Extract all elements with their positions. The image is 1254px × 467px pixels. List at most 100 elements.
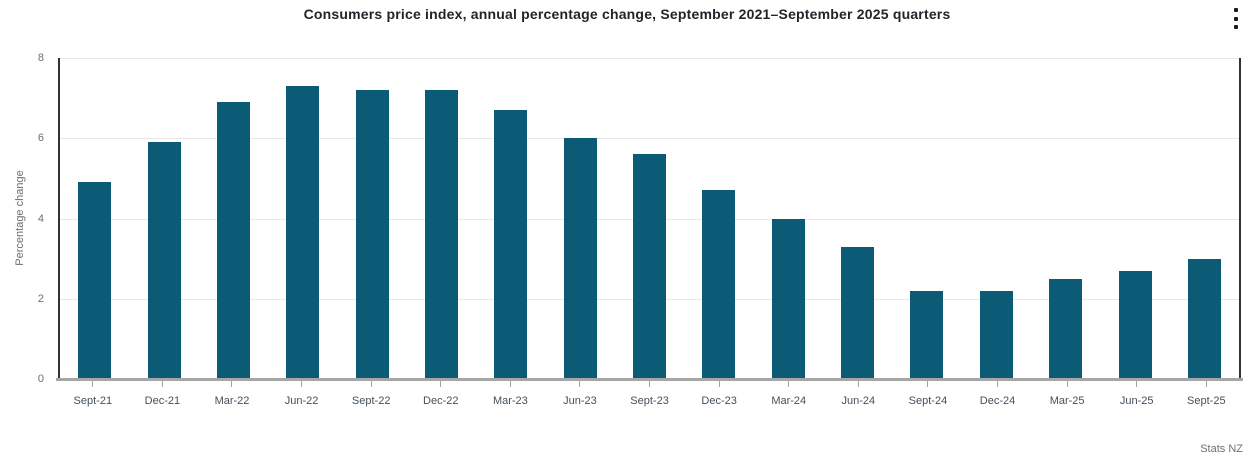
y-tick-label-6: 6 [37,132,44,145]
x-cell-Sept-23: Sept-23 [615,381,685,407]
x-tick-label-Sept-23: Sept-23 [630,395,669,407]
x-tick-mark [927,381,929,387]
y-tick-label-2: 2 [37,292,44,305]
bar-cell-Mar-22 [199,58,268,379]
x-cell-Dec-24: Dec-24 [963,381,1033,407]
bar-cell-Sept-22 [337,58,406,379]
x-cell-Jun-25: Jun-25 [1102,381,1172,407]
bar-Dec-23[interactable] [702,190,736,379]
bar-cell-Sept-21 [60,58,129,379]
x-cell-Sept-25: Sept-25 [1172,381,1242,407]
bar-Jun-25[interactable] [1118,270,1152,379]
x-tick-label-Jun-24: Jun-24 [841,395,876,407]
bar-Sept-23[interactable] [633,154,667,379]
bar-Jun-24[interactable] [841,246,875,379]
bar-cell-Mar-25 [1031,58,1100,379]
bar-Sept-21[interactable] [78,182,112,379]
bar-Mar-22[interactable] [216,102,250,379]
bar-cell-Mar-24 [754,58,823,379]
x-tick-mark [579,381,581,387]
x-tick-mark [440,381,442,387]
x-tick-mark [370,381,372,387]
x-axis-tick-labels: Sept-21 Dec-21 Mar-22 Jun-22 Sept-22 Dec-22 Ma… [58,381,1241,407]
x-tick-mark [92,381,94,387]
x-tick-label-Dec-21: Dec-21 [144,395,181,407]
y-tick-label-8: 8 [37,52,44,64]
x-cell-Mar-22: Mar-22 [197,381,267,407]
x-tick-label-Jun-22: Jun-22 [284,395,319,407]
gridline-6 [60,138,1239,140]
x-tick-label-Dec-22: Dec-22 [423,395,459,407]
bar-Sept-24[interactable] [910,290,944,379]
x-cell-Sept-24: Sept-24 [893,381,963,407]
bar-Dec-22[interactable] [424,90,458,379]
bar-cell-Mar-23 [476,58,545,379]
bar-Dec-21[interactable] [147,142,181,379]
x-tick-label-Mar-23: Mar-23 [492,395,528,407]
bar-Jun-22[interactable] [286,86,320,379]
x-tick-label-Sept-25: Sept-25 [1187,395,1226,407]
x-tick-mark [161,381,163,387]
bar-Mar-24[interactable] [771,218,805,379]
x-tick-mark [1066,381,1068,387]
chart-title: Consumers price index, annual percentage… [303,6,951,22]
bar-Sept-25[interactable] [1187,258,1221,379]
x-tick-label-Dec-23: Dec-23 [701,395,737,407]
x-tick-mark [1205,381,1207,387]
bar-Sept-22[interactable] [355,90,389,379]
x-tick-label-Mar-24: Mar-24 [771,395,807,407]
x-tick-mark [231,381,233,387]
x-axis-baseline [56,378,1243,381]
x-cell-Jun-22: Jun-22 [267,381,337,407]
bar-cell-Sept-24 [892,58,961,379]
bar-cell-Dec-23 [684,58,753,379]
bar-cell-Dec-24 [962,58,1031,379]
x-cell-Mar-24: Mar-24 [754,381,824,407]
x-cell-Dec-23: Dec-23 [684,381,754,407]
bar-cell-Jun-24 [823,58,892,379]
x-tick-mark [997,381,999,387]
kebab-menu-icon[interactable] [1229,8,1243,29]
bar-series [60,58,1239,379]
bar-cell-Jun-25 [1100,58,1169,379]
bar-cell-Jun-22 [268,58,337,379]
x-tick-label-Jun-23: Jun-23 [563,395,597,407]
x-tick-label-Sept-24: Sept-24 [908,395,948,407]
y-tick-label-0: 0 [37,373,44,385]
y-tick-label-4: 4 [37,212,44,225]
x-tick-mark [649,381,651,387]
x-tick-label-Sept-22: Sept-22 [351,395,391,407]
bar-Dec-24[interactable] [979,290,1013,379]
bar-Mar-23[interactable] [494,110,528,379]
x-cell-Mar-23: Mar-23 [476,381,546,407]
x-tick-mark [718,381,720,387]
kebab-dot [1234,25,1238,29]
x-cell-Jun-23: Jun-23 [545,381,615,407]
bar-cell-Dec-22 [407,58,476,379]
x-tick-label-Sept-21: Sept-21 [73,395,113,407]
bar-Jun-23[interactable] [563,138,597,379]
x-cell-Dec-22: Dec-22 [406,381,476,407]
x-cell-Sept-21: Sept-21 [58,381,128,407]
bar-Mar-25[interactable] [1049,278,1083,379]
bar-cell-Jun-23 [546,58,615,379]
gridline-8 [60,58,1239,59]
bar-cell-Dec-21 [129,58,198,379]
attribution-text: Stats NZ [1200,443,1243,455]
bar-cell-Sept-23 [615,58,684,379]
x-cell-Jun-24: Jun-24 [824,381,894,407]
x-tick-label-Mar-22: Mar-22 [214,395,250,407]
x-tick-mark [1136,381,1138,387]
x-cell-Mar-25: Mar-25 [1032,381,1102,407]
x-tick-label-Mar-25: Mar-25 [1049,395,1085,407]
bar-cell-Sept-25 [1170,58,1239,379]
x-cell-Sept-22: Sept-22 [336,381,406,407]
x-cell-Dec-21: Dec-21 [128,381,198,407]
x-tick-mark [509,381,511,387]
x-tick-mark [857,381,859,387]
kebab-dot [1234,8,1238,12]
x-tick-label-Jun-25: Jun-25 [1119,395,1154,407]
y-axis-tick-labels: 0 2 4 6 8 [0,52,44,385]
plot-area [58,58,1241,379]
